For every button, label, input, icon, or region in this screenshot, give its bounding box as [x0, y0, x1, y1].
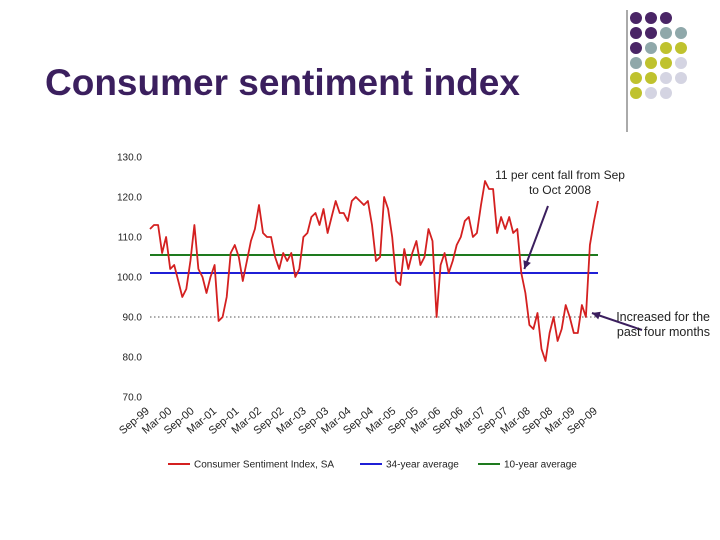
y-tick-label: 90.0: [123, 313, 143, 324]
deco-dot: [675, 27, 687, 39]
arrow-fall-head: [523, 260, 531, 269]
deco-dot: [660, 57, 672, 69]
deco-dot: [630, 12, 642, 24]
y-tick-label: 130.0: [117, 153, 142, 164]
deco-dot: [645, 87, 657, 99]
deco-dot: [630, 57, 642, 69]
arrow-increase: [591, 312, 643, 331]
y-tick-label: 80.0: [123, 353, 143, 364]
legend-label: 34-year average: [386, 460, 459, 471]
deco-dot: [645, 12, 657, 24]
deco-dot: [675, 57, 687, 69]
arrow-increase-head: [591, 311, 601, 320]
deco-dot: [630, 42, 642, 54]
deco-dot: [645, 57, 657, 69]
deco-dot: [645, 27, 657, 39]
deco-dot: [645, 72, 657, 84]
deco-dot: [645, 42, 657, 54]
dot-grid-icon: [626, 10, 687, 132]
page-title: Consumer sentiment index: [45, 62, 520, 103]
deco-dot: [660, 27, 672, 39]
deco-dot: [660, 42, 672, 54]
legend-label: Consumer Sentiment Index, SA: [194, 460, 334, 471]
deco-dot: [630, 72, 642, 84]
arrow-fall: [523, 205, 549, 270]
series-consumer-sentiment: [149, 180, 599, 362]
annotation-fall: 11 per cent fall from Sep to Oct 2008: [495, 168, 625, 197]
deco-dot: [660, 12, 672, 24]
y-tick-label: 70.0: [123, 393, 143, 404]
y-tick-label: 110.0: [118, 233, 143, 244]
deco-dot: [630, 27, 642, 39]
annotation-increase: Increased for the past four months: [616, 310, 710, 339]
deco-dot: [660, 87, 672, 99]
legend-label: 10-year average: [504, 460, 577, 471]
deco-dot: [675, 72, 687, 84]
deco-dot: [675, 42, 687, 54]
y-tick-label: 100.0: [117, 273, 142, 284]
deco-dot: [660, 72, 672, 84]
deco-dot: [630, 87, 642, 99]
y-tick-label: 120.0: [117, 193, 142, 204]
